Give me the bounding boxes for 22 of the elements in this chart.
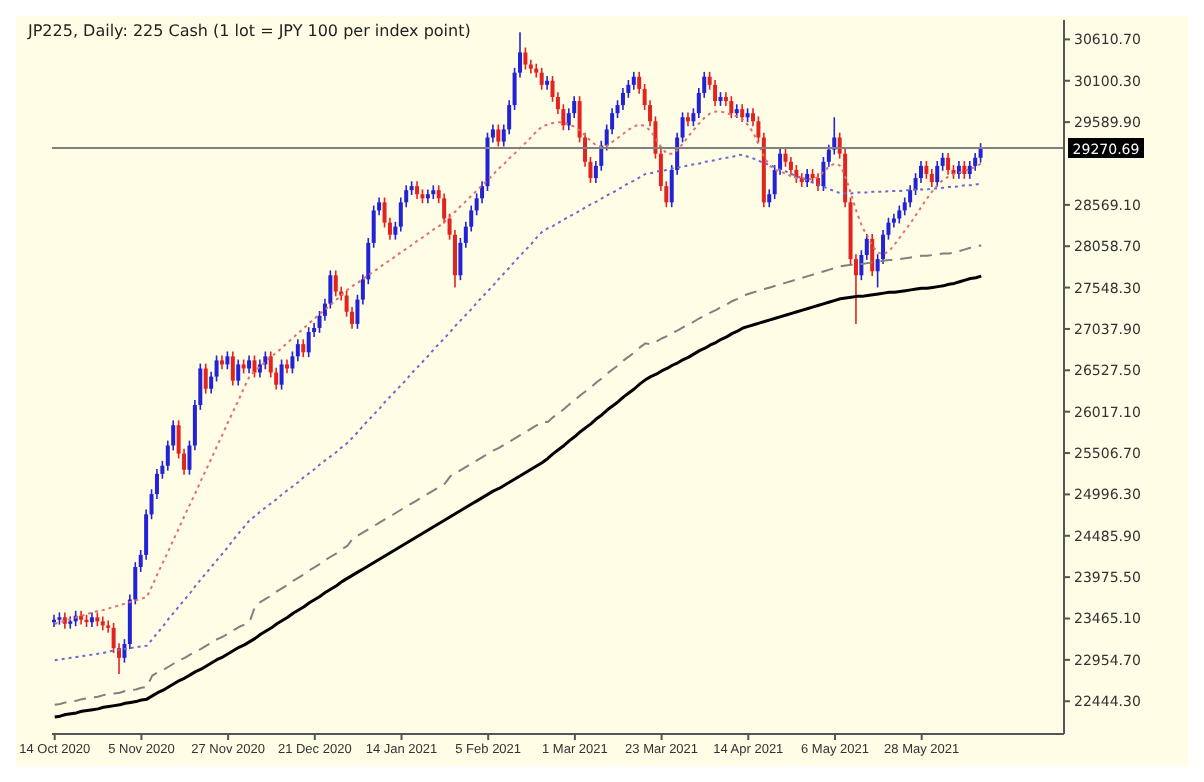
candlestick	[935, 160, 940, 188]
candlestick	[279, 358, 284, 391]
candlestick	[713, 79, 718, 107]
candlestick	[620, 87, 625, 111]
candlestick	[545, 75, 550, 91]
candlestick	[496, 123, 501, 148]
candlestick	[252, 354, 257, 379]
candlestick	[523, 46, 528, 71]
candlestick	[425, 188, 430, 204]
candlestick	[306, 326, 311, 358]
candlestick	[870, 233, 875, 277]
candlestick	[685, 111, 690, 127]
candlestick	[230, 350, 235, 387]
candlestick	[100, 615, 105, 632]
candlestick	[978, 142, 983, 164]
candlestick	[333, 269, 338, 298]
candlestick	[946, 152, 951, 176]
chart-title: JP225, Daily: 225 Cash (1 lot = JPY 100 per index point)	[28, 22, 471, 40]
candlestick	[236, 358, 241, 387]
candlestick	[539, 67, 544, 91]
candlestick	[203, 362, 208, 395]
candlestick	[729, 95, 734, 119]
